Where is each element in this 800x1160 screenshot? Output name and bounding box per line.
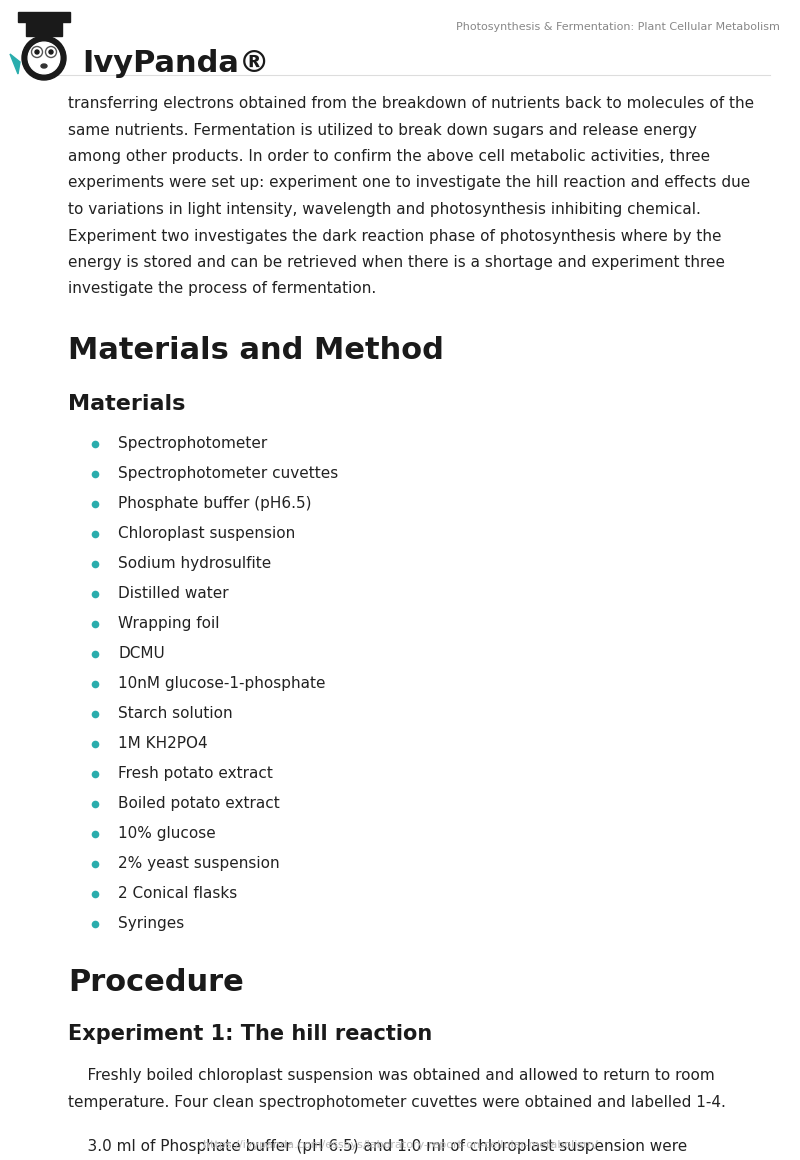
Text: Starch solution: Starch solution [118,706,233,722]
Text: Photosynthesis & Fermentation: Plant Cellular Metabolism: Photosynthesis & Fermentation: Plant Cel… [456,22,780,32]
Circle shape [49,50,53,55]
Text: Procedure: Procedure [68,967,244,996]
Circle shape [46,46,57,58]
Text: Freshly boiled chloroplast suspension was obtained and allowed to return to room: Freshly boiled chloroplast suspension wa… [68,1068,714,1083]
Text: 10nM glucose-1-phosphate: 10nM glucose-1-phosphate [118,676,326,691]
Text: Wrapping foil: Wrapping foil [118,616,219,631]
Ellipse shape [41,64,47,68]
Polygon shape [26,22,62,36]
Text: energy is stored and can be retrieved when there is a shortage and experiment th: energy is stored and can be retrieved wh… [68,255,725,270]
Text: Spectrophotometer: Spectrophotometer [118,436,267,451]
Text: 3.0 ml of Phosphate buffer (pH 6.5) and 1.0 ml of chloroplast suspension were: 3.0 ml of Phosphate buffer (pH 6.5) and … [68,1139,687,1154]
Circle shape [22,36,66,80]
Text: Spectrophotometer cuvettes: Spectrophotometer cuvettes [118,466,338,481]
Polygon shape [18,12,70,22]
Text: Fresh potato extract: Fresh potato extract [118,766,273,781]
Text: investigate the process of fermentation.: investigate the process of fermentation. [68,282,376,297]
Polygon shape [10,55,20,74]
Text: Materials: Materials [68,394,186,414]
Text: to variations in light intensity, wavelength and photosynthesis inhibiting chemi: to variations in light intensity, wavele… [68,202,701,217]
Text: experiments were set up: experiment one to investigate the hill reaction and eff: experiments were set up: experiment one … [68,175,750,190]
Text: Distilled water: Distilled water [118,586,229,601]
Text: 2 Conical flasks: 2 Conical flasks [118,886,238,901]
Ellipse shape [33,48,41,57]
Text: Sodium hydrosulfite: Sodium hydrosulfite [118,556,271,571]
Text: 1M KH2PO4: 1M KH2PO4 [118,735,208,751]
Text: temperature. Four clean spectrophotometer cuvettes were obtained and labelled 1-: temperature. Four clean spectrophotomete… [68,1095,726,1109]
Text: Chloroplast suspension: Chloroplast suspension [118,525,295,541]
Ellipse shape [47,48,55,57]
Text: among other products. In order to confirm the above cell metabolic activities, t: among other products. In order to confir… [68,148,710,164]
Text: https://ivypanda.com/essays/laboratory-report-on-cellular-metabolism/: https://ivypanda.com/essays/laboratory-r… [202,1140,598,1150]
Text: 10% glucose: 10% glucose [118,826,216,841]
Text: Phosphate buffer (pH6.5): Phosphate buffer (pH6.5) [118,496,311,512]
Text: 2% yeast suspension: 2% yeast suspension [118,856,280,871]
Circle shape [35,50,39,55]
Text: Syringes: Syringes [118,916,184,931]
Text: Materials and Method: Materials and Method [68,336,444,365]
Text: DCMU: DCMU [118,646,165,661]
Text: Boiled potato extract: Boiled potato extract [118,796,280,811]
Circle shape [31,46,42,58]
Text: transferring electrons obtained from the breakdown of nutrients back to molecule: transferring electrons obtained from the… [68,96,754,111]
Text: Experiment two investigates the dark reaction phase of photosynthesis where by t: Experiment two investigates the dark rea… [68,229,722,244]
Circle shape [28,42,60,74]
Text: IvyPanda®: IvyPanda® [82,50,270,79]
Text: same nutrients. Fermentation is utilized to break down sugars and release energy: same nutrients. Fermentation is utilized… [68,123,697,138]
Text: Experiment 1: The hill reaction: Experiment 1: The hill reaction [68,1024,432,1044]
